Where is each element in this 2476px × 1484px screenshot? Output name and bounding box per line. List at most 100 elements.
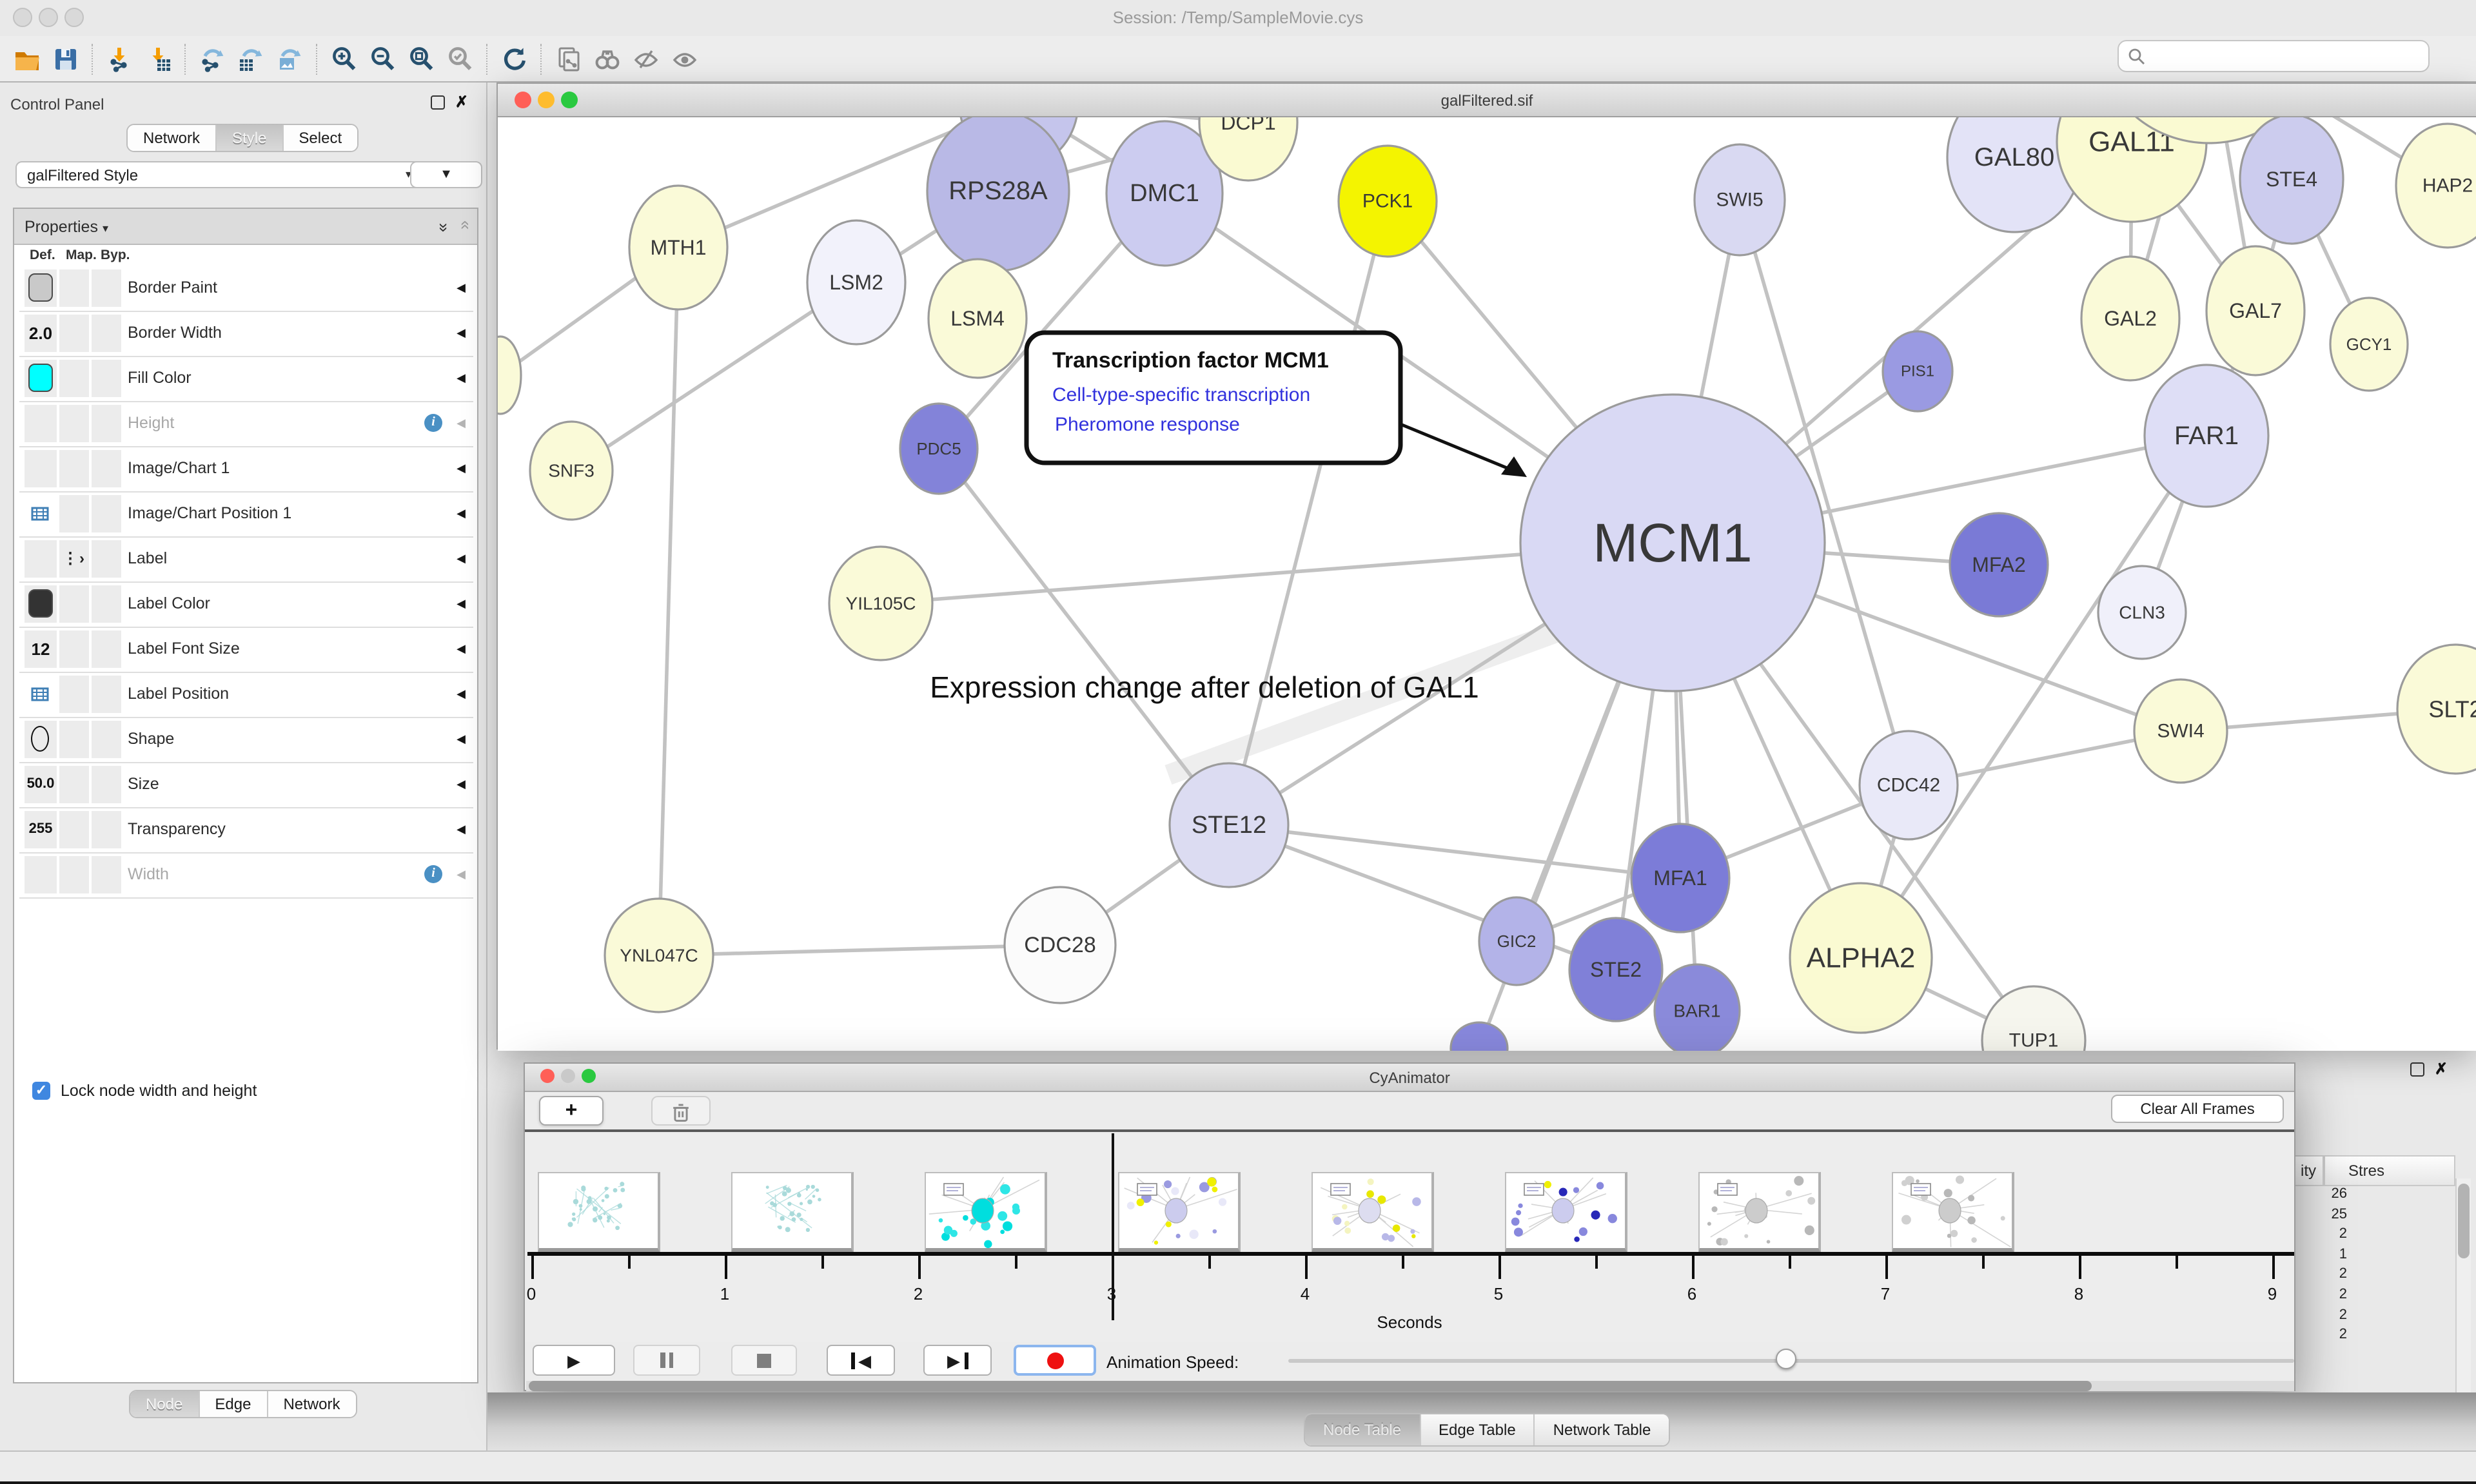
default-value-cell[interactable] bbox=[25, 585, 57, 623]
network-edge[interactable] bbox=[1859, 434, 2208, 959]
network-node-SLT2[interactable]: SLT2 bbox=[2396, 643, 2476, 775]
bypass-cell[interactable] bbox=[92, 721, 121, 758]
tab-select[interactable]: Select bbox=[283, 125, 358, 151]
network-node-GAL7[interactable]: GAL7 bbox=[2205, 245, 2306, 376]
network-node-GAL80[interactable]: GAL80 bbox=[1946, 117, 2083, 233]
save-session-icon[interactable] bbox=[46, 42, 85, 75]
discrete-mapping-icon[interactable]: ⋮› bbox=[63, 549, 86, 567]
open-session-icon[interactable] bbox=[8, 42, 46, 75]
network-node-MFA1[interactable]: MFA1 bbox=[1630, 823, 1731, 933]
minimize-window-icon[interactable] bbox=[39, 8, 58, 27]
close-window-icon[interactable] bbox=[540, 1069, 555, 1083]
expand-row-icon[interactable]: ◀ bbox=[457, 642, 466, 655]
network-node-SWI5[interactable]: SWI5 bbox=[1693, 143, 1786, 257]
network-node-CLN3[interactable]: CLN3 bbox=[2097, 565, 2187, 660]
show-eye-icon[interactable] bbox=[665, 42, 704, 75]
mapping-cell[interactable]: ⋮› bbox=[59, 540, 89, 578]
network-edge[interactable] bbox=[1738, 199, 1911, 786]
timeline[interactable]: 0 1 2 3 4 5 6 7 8 9 Seconds bbox=[525, 1132, 2294, 1342]
default-value-cell[interactable]: 50.0 bbox=[25, 766, 57, 803]
network-node-MCM1[interactable]: MCM1 bbox=[1519, 393, 1826, 692]
speed-slider-thumb[interactable] bbox=[1776, 1349, 1797, 1369]
default-value-cell[interactable]: 2.0 bbox=[25, 315, 57, 352]
network-node-DCP1[interactable]: DCP1 bbox=[1198, 117, 1299, 182]
network-node-MFA2[interactable]: MFA2 bbox=[1949, 512, 2049, 618]
network-node-PIS1[interactable]: PIS1 bbox=[1882, 330, 1954, 413]
record-button[interactable] bbox=[1014, 1345, 1096, 1376]
bypass-cell[interactable] bbox=[92, 676, 121, 713]
property-row-fill-color[interactable]: Fill Color ◀ bbox=[19, 357, 473, 402]
mapping-cell[interactable] bbox=[59, 495, 89, 532]
bypass-cell[interactable] bbox=[92, 315, 121, 352]
stop-button[interactable] bbox=[731, 1345, 797, 1376]
property-row-border-paint[interactable]: Border Paint ◀ bbox=[19, 267, 473, 312]
mapping-cell[interactable] bbox=[59, 269, 89, 307]
tab-network-table[interactable]: Network Table bbox=[1535, 1414, 1669, 1445]
network-node-RPS28A[interactable]: RPS28A bbox=[926, 117, 1070, 272]
zoom-window-icon[interactable] bbox=[561, 92, 578, 108]
expand-row-icon[interactable]: ◀ bbox=[457, 371, 466, 384]
expand-row-icon[interactable]: ◀ bbox=[457, 597, 466, 610]
mapping-cell[interactable] bbox=[59, 315, 89, 352]
mapping-cell[interactable] bbox=[59, 766, 89, 803]
network-canvas[interactable]: RPS28A DMC1 DCP1 PCK1 SWI5 MTH1 LSM2 LSM4 SNF3 PD… bbox=[498, 117, 2476, 1051]
property-row-image-chart-1[interactable]: Image/Chart 1 ◀ bbox=[19, 447, 473, 493]
default-value-cell[interactable] bbox=[25, 450, 57, 487]
network-node-SNF3[interactable]: SNF3 bbox=[529, 420, 614, 521]
bypass-cell[interactable] bbox=[92, 585, 121, 623]
playhead[interactable] bbox=[1112, 1133, 1114, 1320]
default-value-cell[interactable]: 12 bbox=[25, 630, 57, 668]
refresh-icon[interactable] bbox=[495, 42, 534, 75]
close-table-panel-icon[interactable]: ✗ bbox=[2434, 1060, 2448, 1078]
tab-node[interactable]: Node bbox=[130, 1391, 200, 1417]
close-window-icon[interactable] bbox=[13, 8, 32, 27]
property-row-height[interactable]: Height i ◀ bbox=[19, 402, 473, 447]
keyframe-thumbnail-4[interactable] bbox=[1312, 1172, 1434, 1253]
mapping-cell[interactable] bbox=[59, 405, 89, 442]
play-button[interactable]: ▶ bbox=[533, 1345, 615, 1376]
network-node-STE2[interactable]: STE2 bbox=[1568, 917, 1664, 1022]
default-value-cell[interactable] bbox=[25, 269, 57, 307]
zoom-in-icon[interactable] bbox=[325, 42, 364, 75]
keyframe-thumbnail-2[interactable] bbox=[925, 1172, 1047, 1253]
table-cell[interactable]: 2 bbox=[2339, 1286, 2347, 1302]
network-node-BAR1[interactable]: BAR1 bbox=[1653, 963, 1741, 1051]
bypass-cell[interactable] bbox=[92, 269, 121, 307]
network-node-MTH1[interactable]: MTH1 bbox=[628, 184, 729, 311]
minimize-window-icon[interactable] bbox=[538, 92, 555, 108]
go-to-end-button[interactable]: ▶ bbox=[923, 1345, 992, 1376]
bypass-cell[interactable] bbox=[92, 495, 121, 532]
network-edge[interactable] bbox=[658, 943, 1061, 957]
timeline-scrollbar[interactable] bbox=[526, 1381, 2294, 1391]
zoom-selected-icon[interactable] bbox=[441, 42, 480, 75]
keyframe-thumbnail-5[interactable] bbox=[1505, 1172, 1627, 1253]
tab-network[interactable]: Network bbox=[128, 125, 217, 151]
tab-style[interactable]: Style bbox=[217, 125, 284, 151]
float-table-panel-icon[interactable] bbox=[2410, 1062, 2424, 1077]
annotation-box[interactable]: Transcription factor MCM1 Cell-type-speci… bbox=[1024, 330, 1403, 465]
network-doc-icon[interactable] bbox=[549, 42, 588, 75]
default-value-cell[interactable] bbox=[25, 540, 57, 578]
zoom-window-icon[interactable] bbox=[582, 1069, 596, 1083]
style-options-button[interactable]: ▼ bbox=[410, 161, 482, 188]
default-value-cell[interactable] bbox=[25, 495, 57, 532]
expand-row-icon[interactable]: ◀ bbox=[457, 326, 466, 339]
network-edge[interactable] bbox=[1227, 200, 1390, 826]
lock-node-size-row[interactable]: ✓ Lock node width and height bbox=[32, 1082, 257, 1100]
network-edge[interactable] bbox=[657, 247, 680, 956]
expand-row-icon[interactable]: ◀ bbox=[457, 823, 466, 835]
keyframe-thumbnail-3[interactable] bbox=[1118, 1172, 1241, 1253]
table-cell[interactable]: 25 bbox=[2331, 1206, 2348, 1222]
expand-row-icon[interactable]: ◀ bbox=[457, 732, 466, 745]
pause-button[interactable] bbox=[633, 1345, 700, 1376]
import-table-icon[interactable] bbox=[139, 42, 178, 75]
network-node-HAP2[interactable]: HAP2 bbox=[2395, 122, 2476, 249]
property-row-image-chart-position-1[interactable]: Image/Chart Position 1 ◀ bbox=[19, 493, 473, 538]
network-node-botcut[interactable] bbox=[1449, 1021, 1509, 1051]
keyframe-thumbnail-6[interactable] bbox=[1698, 1172, 1821, 1253]
hide-eye-icon[interactable] bbox=[627, 42, 665, 75]
default-value-cell[interactable] bbox=[25, 856, 57, 893]
export-table-icon[interactable] bbox=[232, 42, 271, 75]
bypass-cell[interactable] bbox=[92, 405, 121, 442]
network-node-LSM2[interactable]: LSM2 bbox=[806, 219, 907, 346]
